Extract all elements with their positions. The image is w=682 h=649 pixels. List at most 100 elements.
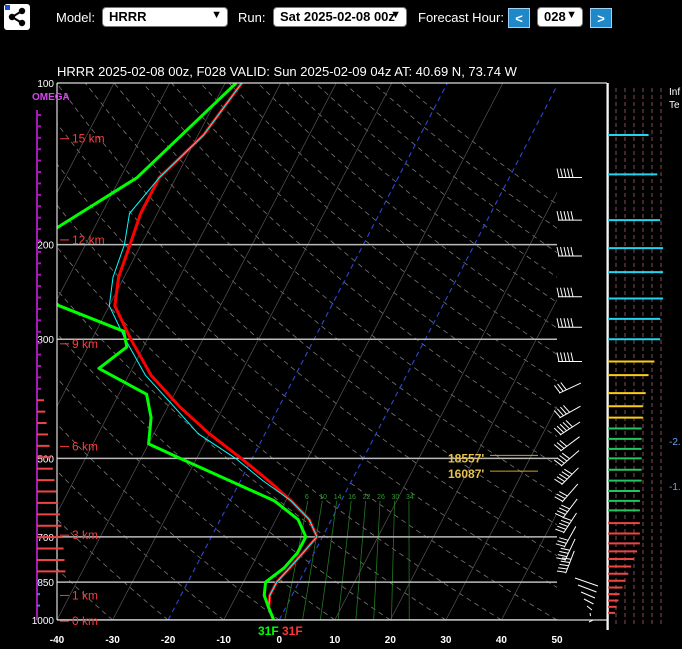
wind-barb-flag [555,543,565,547]
wind-barb [554,498,578,519]
wind-barb-flag [562,516,572,522]
isotherm-line [57,83,281,514]
height-label: 15 km [72,132,105,146]
height-label: 1 km [72,588,98,602]
wind-barb-flag [556,476,565,483]
wind-barb-flag [556,493,566,500]
share-button[interactable] [4,4,30,30]
pressure-tick-label: 300 [37,335,54,346]
wind-barb-flag [561,471,570,478]
mixing-ratio-label: 30 [392,494,400,501]
wind-barb-flag [554,478,563,485]
wind-barb [556,287,582,298]
surface-dewpoint-label: 31F [258,624,279,638]
side-panel-value-lower: -1. [669,482,681,493]
wind-barb [556,352,582,362]
x-tick-label: 30 [440,635,452,646]
mixing-ratio-label: 16 [348,494,356,501]
next-hour-button[interactable]: > [590,8,612,28]
isotherm-line [390,298,557,620]
model-select[interactable]: HRRR ▼ [102,7,228,27]
dry-adiabat-line [57,470,224,620]
wind-barb-flag [556,408,564,417]
wind-barb-flag [556,318,560,328]
height-label: 6 km [72,439,98,453]
wind-barb-flag [559,473,568,480]
plot-area [57,83,557,620]
level-annotation: 16087' [448,467,484,481]
wind-barb-flag [553,427,562,435]
dry-adiabat-line [286,83,557,303]
side-panel-title-line1: Inf [669,87,681,98]
wind-barb-flag [567,210,570,221]
side-panel-value-upper: -2. [669,437,681,448]
wind-barb-flag [559,522,568,527]
wind-barb-flag [557,383,564,392]
wind-barb-flag [556,442,565,449]
wind-barb-shaft [563,512,577,534]
prev-hour-button[interactable]: < [508,8,530,28]
wind-barb-flag [555,528,565,533]
wind-barb-flag [570,287,574,297]
x-tick-label: -40 [50,635,65,646]
wind-barb [556,538,576,561]
pressure-tick-label: 500 [37,454,54,465]
wind-barb-flag [560,318,563,328]
isotherm-line [445,405,557,620]
wind-barb-flag [558,567,568,570]
x-tick-label: -20 [161,635,176,646]
wind-barb-flag [559,491,568,497]
wind-barb [554,467,579,486]
surface-wind-barb [588,619,594,623]
wind-barb-shaft [559,405,581,419]
isotherm-line [112,83,393,620]
x-tick-label: 50 [551,635,563,646]
x-tick-label: 20 [385,635,397,646]
mixing-ratio-label: 34 [406,494,414,501]
x-tick-label: 40 [496,635,508,646]
dry-adiabat-line [57,423,280,620]
wind-barb-flag [553,444,562,451]
wind-barb-flag [556,352,560,362]
dry-adiabat-line [57,83,557,526]
dry-adiabat-line [200,83,557,382]
wind-barb-flag [556,246,560,257]
wind-barb [556,550,575,574]
wind-barb-flag [567,352,570,362]
profile-line-2 [57,83,308,620]
run-select[interactable]: Sat 2025-02-08 00z ▼ [273,7,407,27]
wind-barb-flag [563,287,567,297]
chevron-down-icon: ▼ [390,9,401,21]
wind-barb-flag [556,425,565,433]
wind-barb [556,210,582,221]
x-tick-label: -30 [105,635,120,646]
wind-barb-flag [565,420,573,428]
surface-wind-barb [583,598,594,605]
x-tick-label: 10 [329,635,341,646]
mixing-ratio-label: 22 [363,494,371,501]
dry-adiabat-line [142,83,557,438]
forecast-hour-select[interactable]: 028 ▼ [537,7,583,27]
wind-barb-flag [554,385,561,394]
isotherm-line [334,191,557,620]
wind-barb-flag [556,570,567,573]
pressure-tick-label: 1000 [32,616,55,627]
wind-barb-flag [559,563,569,567]
dry-adiabat-line [401,83,557,205]
freezing-isotherm [167,83,448,620]
chart-title: HRRR 2025-02-08 00z, F028 VALID: Sun 202… [57,64,517,79]
profile-line-0 [113,83,319,620]
wind-barb-flag [567,168,570,178]
dry-adiabat-line [57,122,557,557]
wind-barb-flag [567,246,570,257]
toolbar: Model: HRRR ▼ Run: Sat 2025-02-08 00z ▼ … [0,0,682,36]
wind-barb-flag [560,382,567,391]
x-tick-label: -10 [216,635,231,646]
pressure-tick-label: 700 [37,533,54,544]
height-label: 9 km [72,337,98,351]
wind-barb-flag [556,510,566,515]
dry-adiabat-line [57,246,502,620]
wind-barb-flag [563,318,567,328]
mixing-ratio-line [355,500,367,620]
